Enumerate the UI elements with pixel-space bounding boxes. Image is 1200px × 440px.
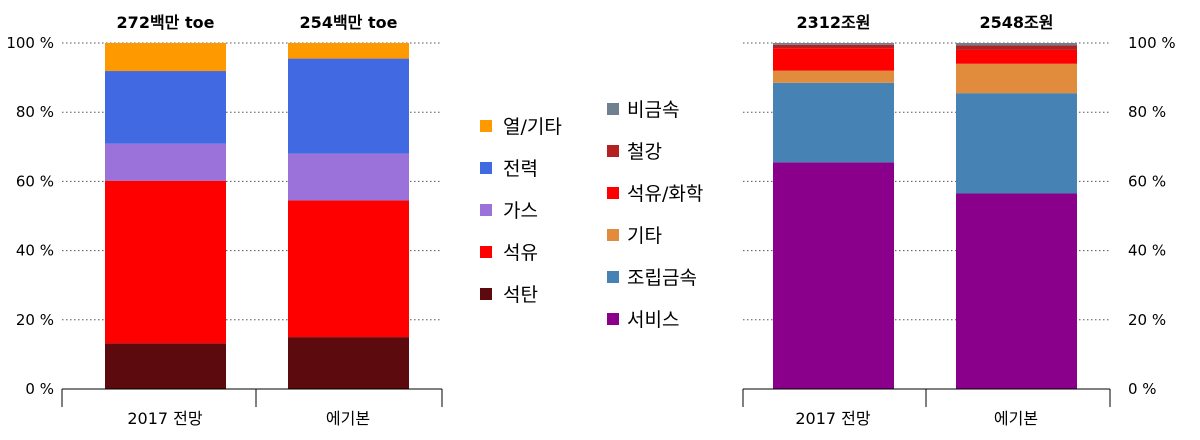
chart2-legend-label: 철강 — [627, 141, 662, 163]
chart2-legend-label: 비금속 — [627, 99, 679, 121]
chart1-category-label: 에기본 — [326, 409, 370, 428]
chart1-category-label: 2017 전망 — [127, 409, 203, 428]
chart2-legend-label: 서비스 — [627, 309, 679, 331]
chart1-legend-label: 전력 — [503, 158, 538, 180]
chart2-bar-segment-2-3 — [956, 63, 1077, 94]
chart2-total-label: 2548조원 — [980, 13, 1054, 32]
chart2-legend-swatch — [607, 145, 619, 157]
chart2-legend-swatch — [607, 313, 619, 325]
chart2-bar-segment-2-4 — [956, 49, 1077, 64]
chart1-y-tick-label: 20 % — [16, 311, 54, 329]
chart2-bar-segment-2-2 — [956, 93, 1077, 194]
chart2-bar-segment-1-3 — [773, 70, 894, 83]
chart2-legend-swatch — [607, 187, 619, 199]
chart1-total-label: 254백만 toe — [300, 13, 398, 32]
chart2-legend-label: 조립금속 — [627, 267, 697, 289]
chart1-bar-segment-2-4 — [288, 58, 409, 154]
chart2-y-tick-label: 60 % — [1128, 172, 1166, 190]
chart1-bar-segment-2-2 — [288, 200, 409, 338]
chart1-bar-segment-1-5 — [105, 43, 226, 72]
chart2-y-tick-label: 40 % — [1128, 242, 1166, 260]
chart2-y-tick-label: 80 % — [1128, 103, 1166, 121]
chart1-legend-label: 석유 — [503, 242, 538, 264]
chart2-y-tick-label: 0 % — [1128, 380, 1157, 398]
chart1-bar-segment-1-4 — [105, 71, 226, 144]
chart1-y-tick-label: 0 % — [25, 380, 54, 398]
chart1-legend-swatch — [480, 204, 492, 216]
chart2-y-tick-label: 100 % — [1128, 34, 1176, 52]
chart1-bar-segment-1-3 — [105, 143, 226, 181]
chart2-y-tick-label: 20 % — [1128, 311, 1166, 329]
chart2-legend-swatch — [607, 103, 619, 115]
chart2-category-label: 에기본 — [994, 409, 1038, 428]
chart1-bar-segment-2-3 — [288, 153, 409, 201]
chart2-bar-segment-1-6 — [773, 43, 894, 45]
chart1-legend-swatch — [480, 288, 492, 300]
chart1-y-tick-label: 40 % — [16, 242, 54, 260]
chart1-legend-label: 석탄 — [503, 284, 538, 306]
chart1-bar-segment-2-1 — [288, 337, 409, 389]
chart2-legend-swatch — [607, 271, 619, 283]
chart2-bar-segment-2-6 — [956, 43, 1077, 46]
chart2-total-label: 2312조원 — [797, 13, 871, 32]
chart2-legend-label: 석유/화학 — [627, 183, 703, 205]
chart1-bar-segment-1-2 — [105, 180, 226, 344]
chart1-bar-segment-2-5 — [288, 43, 409, 59]
chart2-legend-label: 기타 — [627, 225, 662, 247]
chart1-y-tick-label: 100 % — [6, 34, 54, 52]
chart2-bar-segment-1-4 — [773, 48, 894, 71]
chart2-bar-segment-1-5 — [773, 44, 894, 49]
chart1-legend-swatch — [480, 246, 492, 258]
chart2-legend-swatch — [607, 229, 619, 241]
chart1-legend-swatch — [480, 162, 492, 174]
chart1-legend-label: 열/기타 — [503, 116, 562, 138]
chart1-y-tick-label: 60 % — [16, 172, 54, 190]
chart2-bar-segment-2-5 — [956, 45, 1077, 50]
chart2-bar-segment-1-1 — [773, 162, 894, 389]
chart1-y-tick-label: 80 % — [16, 103, 54, 121]
chart2-bar-segment-1-2 — [773, 82, 894, 163]
chart1-legend-swatch — [480, 120, 492, 132]
chart1-bar-segment-1-1 — [105, 343, 226, 389]
chart1-legend-label: 가스 — [503, 200, 538, 222]
chart1-total-label: 272백만 toe — [117, 13, 215, 32]
chart2-bar-segment-2-1 — [956, 193, 1077, 389]
chart2-category-label: 2017 전망 — [795, 409, 871, 428]
